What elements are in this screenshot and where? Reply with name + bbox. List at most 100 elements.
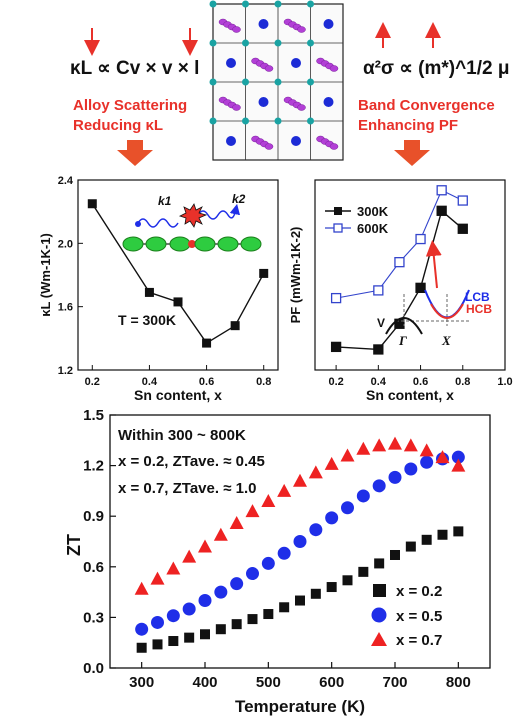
inset-label-k2: k2 xyxy=(232,192,246,206)
kappa-data-point xyxy=(144,287,154,297)
pf-x-tick-label: 0.8 xyxy=(455,376,470,388)
si-atom xyxy=(307,39,314,47)
pf-data-point-300K xyxy=(436,205,447,216)
pf-data-point-600K xyxy=(415,233,426,245)
caption-right-line2: Enhancing PF xyxy=(358,117,458,134)
pf-data-point-300K xyxy=(330,341,342,353)
kappa-y-tick-label: 1.2 xyxy=(58,365,73,377)
caption-left-line2: Reducing κL xyxy=(73,117,163,134)
formula-left: κL ∝ Cv × v × l xyxy=(70,58,199,79)
label-v: V xyxy=(377,316,385,330)
pf-data-point-600K xyxy=(457,195,468,206)
zt-data-point-x05 xyxy=(214,585,228,599)
zt-legend: x = 0.2 x = 0.5 x = 0.7 xyxy=(371,583,442,649)
zt-y-tick-label: 0.9 xyxy=(83,508,104,525)
label-x: X xyxy=(441,333,451,348)
zt-data-point-x02 xyxy=(310,588,321,599)
zt-x-tick-label: 400 xyxy=(192,674,217,691)
legend-marker-x02 xyxy=(373,584,386,597)
zt-data-point-x02 xyxy=(374,558,385,569)
kappa-x-tick-label: 0.2 xyxy=(85,376,100,388)
zt-data-point-x07 xyxy=(134,581,149,595)
hcb-band-curve xyxy=(430,303,464,319)
zt-data-point-x02 xyxy=(200,629,210,640)
kappa-annotation: T = 300K xyxy=(118,312,176,328)
caption-left-line1: Alloy Scattering xyxy=(73,97,187,114)
mg-chain-atom xyxy=(264,143,274,150)
incoming-phonon-wave xyxy=(137,218,179,228)
atom xyxy=(145,236,167,252)
legend-label-x05: x = 0.5 xyxy=(396,608,442,625)
zt-data-point-x05 xyxy=(182,602,196,616)
pf-x-axis-label: Sn content, x xyxy=(366,387,454,403)
pf-x-tick-label: 1.0 xyxy=(497,376,512,388)
red-up-arrow-icon xyxy=(425,240,442,289)
si-atom xyxy=(307,0,314,8)
pf-x-tick-label: 0.4 xyxy=(371,376,387,388)
zt-plot-frame xyxy=(109,414,491,669)
formula-right: α²σ ∝ (m*)^1/2 μ xyxy=(363,58,510,79)
zt-x-tick-label: 800 xyxy=(446,674,471,691)
si-atom xyxy=(242,117,249,125)
zt-data-point-x02 xyxy=(215,624,226,635)
zt-data-point-x05 xyxy=(198,594,212,608)
kappa-data-point xyxy=(259,268,269,278)
zt-data-point-x05 xyxy=(341,501,354,515)
kappa-plot-frame xyxy=(77,179,279,371)
zt-data-point-x07 xyxy=(340,448,355,462)
zt-data-point-x05 xyxy=(325,511,339,525)
zt-data-point-x05 xyxy=(230,577,244,591)
zt-data-point-x05 xyxy=(261,556,275,570)
si-atom xyxy=(274,117,282,125)
pf-chart: 0.2 0.4 0.6 0.8 1.0 Sn content, x PF (mWm-1K… xyxy=(288,179,513,403)
atom xyxy=(217,236,239,252)
inset-label-k1: k1 xyxy=(158,194,172,208)
zt-data-point-x05 xyxy=(404,462,418,476)
mg-chain-atom xyxy=(329,65,339,72)
kappa-y-tick-label: 2.0 xyxy=(58,238,73,250)
zt-y-tick-label: 0.6 xyxy=(83,559,104,576)
zt-data-point-x02 xyxy=(358,566,369,577)
zt-data-point-x02 xyxy=(136,642,147,653)
pf-data-point-300K xyxy=(457,223,468,234)
si-atom xyxy=(274,0,282,8)
sn-atom xyxy=(323,19,334,29)
zt-data-point-x07 xyxy=(293,473,307,487)
kappa-x-tick-label: 0.6 xyxy=(199,376,214,388)
zt-data-point-x07 xyxy=(388,436,402,450)
zt-data-point-x02 xyxy=(326,582,337,593)
pf-data-point-600K xyxy=(373,285,384,296)
si-atom xyxy=(242,78,249,86)
si-atom xyxy=(209,39,217,47)
legend-marker-300K xyxy=(334,207,342,215)
kappa-y-tick-label: 2.4 xyxy=(58,175,74,187)
zt-data-point-x07 xyxy=(182,549,197,563)
zt-data-point-x05 xyxy=(277,546,291,560)
zt-data-point-x02 xyxy=(263,609,274,620)
kappa-series-line xyxy=(91,203,265,345)
legend-label-600K: 600K xyxy=(357,221,389,236)
zt-data-point-x02 xyxy=(421,534,432,545)
sn-atom xyxy=(258,97,269,107)
zt-data-point-x05 xyxy=(246,567,259,581)
crystal-structure-image xyxy=(209,0,344,161)
si-atom xyxy=(242,39,249,47)
zt-x-tick-label: 700 xyxy=(382,674,407,691)
atom xyxy=(240,236,262,252)
si-atom xyxy=(274,39,282,47)
legend-marker-x05 xyxy=(371,607,387,623)
zt-x-axis-label: Temperature (K) xyxy=(235,697,365,716)
zt-data-point-x05 xyxy=(356,489,370,503)
zt-data-point-x07 xyxy=(324,456,339,470)
sn-atom xyxy=(323,97,334,107)
pf-plot-frame xyxy=(314,179,506,371)
kappa-y-axis-label: κL (Wm-1K-1) xyxy=(38,233,53,317)
si-atom xyxy=(209,0,217,8)
caption-right-line1: Band Convergence xyxy=(358,97,495,114)
zt-y-tick-label: 0.3 xyxy=(83,609,104,626)
band-convergence-inset: LCB HCB V Γ X xyxy=(377,240,492,348)
label-gamma: Γ xyxy=(398,333,407,348)
label-lcb: LCB xyxy=(465,290,490,304)
mg-chain-atom xyxy=(329,143,339,150)
